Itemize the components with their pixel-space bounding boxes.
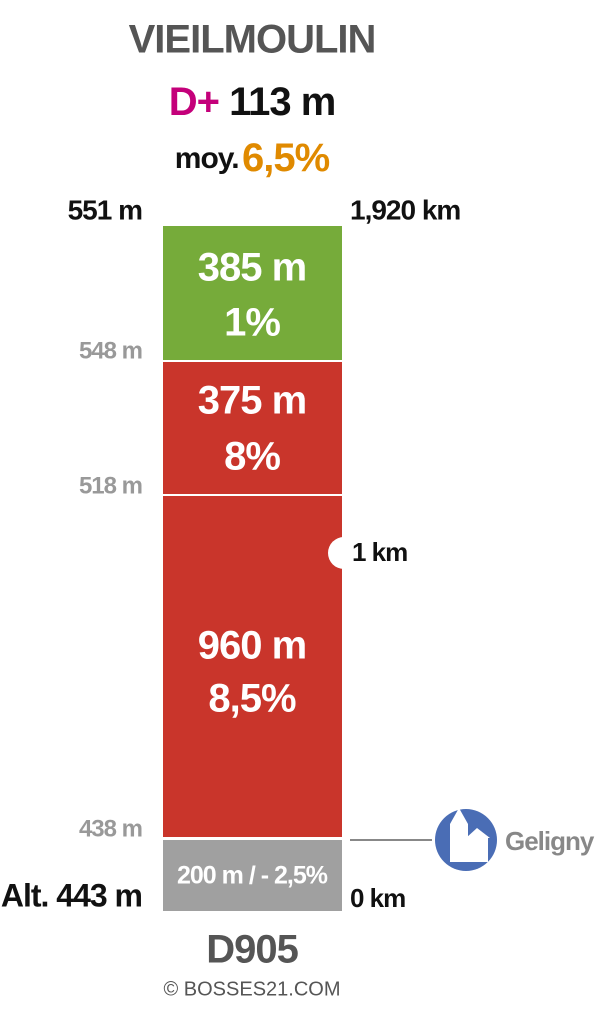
church-icon <box>450 808 490 862</box>
gain-label: D+ <box>169 80 219 124</box>
credit: © BOSSES21.COM <box>163 978 340 1000</box>
road: D905 <box>206 928 298 972</box>
segment <box>163 840 342 911</box>
segment-grade: 8% <box>224 435 280 479</box>
average-value: 6,5% <box>242 136 330 180</box>
start-altitude: Alt. 443 m <box>1 877 142 913</box>
top-distance: 1,920 km <box>350 194 460 225</box>
segment <box>163 226 342 360</box>
segment-grade: 8,5% <box>208 677 296 721</box>
km-notch <box>328 537 360 569</box>
segment-length: 375 m <box>198 379 306 423</box>
top-altitude: 551 m <box>68 194 142 225</box>
gain: D+ 113 m <box>169 80 336 124</box>
segment <box>163 362 342 494</box>
average-label: moy. <box>175 142 239 175</box>
start-distance: 0 km <box>350 883 405 913</box>
segment <box>163 496 342 837</box>
place-name: Geligny <box>505 826 595 856</box>
title: VIEILMOULIN <box>129 18 376 62</box>
segment-label: 200 m / - 2,5% <box>177 862 328 890</box>
gain-value: 113 m <box>229 80 335 124</box>
altitude-label: 438 m <box>79 815 142 842</box>
segment-length: 960 m <box>198 624 306 668</box>
segment-length: 385 m <box>198 246 306 290</box>
km-marker: 1 km <box>352 537 407 567</box>
average: moy. 6,5% <box>175 136 330 180</box>
altitude-label: 548 m <box>79 337 142 364</box>
segment-grade: 1% <box>224 301 280 345</box>
altitude-label: 518 m <box>79 472 142 499</box>
